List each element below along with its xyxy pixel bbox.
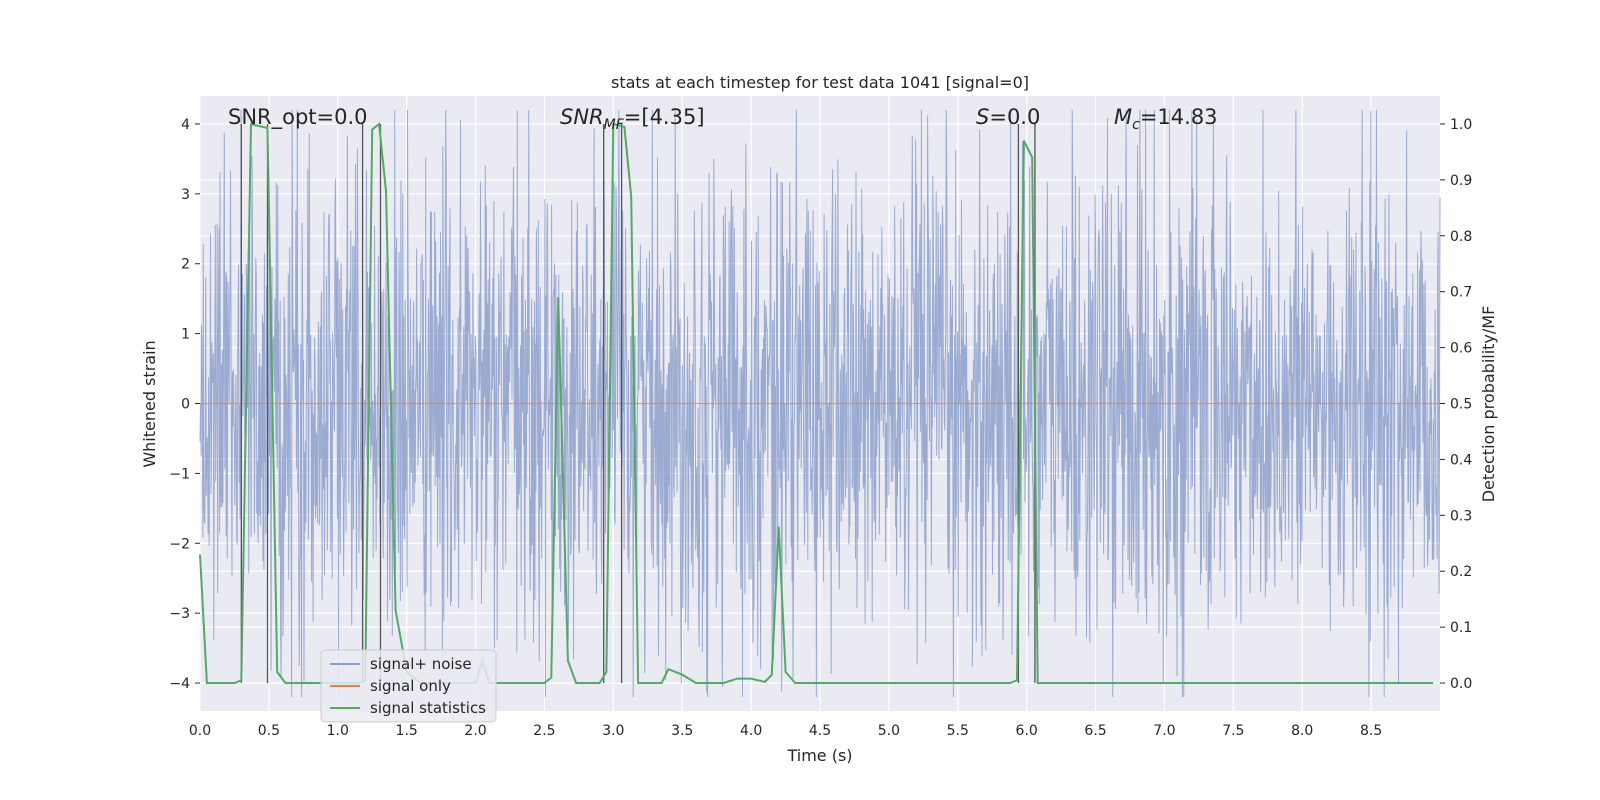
y-tick-label: 3 [181, 187, 190, 203]
x-axis-label: Time (s) [786, 746, 852, 765]
x-tick-label: 5.5 [947, 723, 969, 739]
annotation-mc-main: M [1114, 105, 1132, 129]
series-signal-noise [199, 109, 1441, 698]
y2-axis-ticks: 1.0 0.9 0.8 0.7 0.6 0.5 0.4 0.3 0.2 0.1 0.0 [1440, 117, 1472, 692]
legend-label-signal-statistics: signal statistics [370, 699, 486, 717]
y2-tick-label: 0.9 [1450, 173, 1472, 189]
x-tick-label: 1.0 [327, 723, 349, 739]
y2-tick-label: 0.5 [1450, 397, 1472, 413]
annotation-s-main: S [976, 105, 989, 129]
chart-title: stats at each timestep for test data 104… [611, 73, 1029, 92]
signal-statistics-line [199, 122, 1434, 684]
annotation-mc-value: =14.83 [1140, 105, 1218, 129]
x-tick-label: 0.5 [258, 723, 280, 739]
y-tick-label: −1 [169, 466, 190, 482]
y2-tick-label: 0.0 [1450, 676, 1472, 692]
series-signal-statistics [199, 122, 1434, 684]
y2-tick-label: 1.0 [1450, 117, 1472, 133]
annotation-snr-mf-value: =[4.35] [624, 105, 705, 129]
x-axis-ticks: 0.0 0.5 1.0 1.5 2.0 2.5 3.0 3.5 4.0 4.5 5.0 5.5 6.0 6… [189, 723, 1382, 739]
y-tick-label: 2 [181, 257, 190, 273]
y2-tick-label: 0.4 [1450, 452, 1472, 468]
x-tick-label: 2.5 [533, 723, 555, 739]
legend-label-signal-only: signal only [370, 677, 451, 695]
y2-tick-label: 0.3 [1450, 508, 1472, 524]
annotation-s: S=0.0 [976, 105, 1040, 129]
annotation-mc-sub: c [1132, 117, 1140, 133]
x-tick-label: 3.0 [602, 723, 624, 739]
x-tick-label: 2.0 [464, 723, 486, 739]
y2-tick-label: 0.6 [1450, 341, 1472, 357]
y2-tick-label: 0.1 [1450, 620, 1472, 636]
noise-trace [199, 109, 1441, 698]
y2-tick-label: 0.7 [1450, 285, 1472, 301]
legend-box [320, 649, 497, 723]
x-tick-label: 0.0 [189, 723, 211, 739]
legend: signal+ noise signal only signal statist… [320, 649, 497, 723]
annotation-s-value: =0.0 [989, 105, 1040, 129]
x-tick-label: 7.5 [1222, 723, 1244, 739]
x-tick-label: 3.5 [671, 723, 693, 739]
y-axis-ticks: 4 3 2 1 0 −1 −2 −3 −4 [169, 117, 200, 692]
y-tick-label: 0 [181, 397, 190, 413]
legend-label-signal-noise: signal+ noise [370, 655, 472, 673]
y-tick-label: −4 [169, 676, 190, 692]
x-tick-label: 6.0 [1016, 723, 1038, 739]
y-tick-label: −3 [169, 606, 190, 622]
x-tick-label: 1.5 [396, 723, 418, 739]
y2-axis-label: Detection probability/MF [1479, 306, 1498, 503]
y-tick-label: 1 [181, 327, 190, 343]
x-tick-label: 4.5 [809, 723, 831, 739]
x-tick-label: 6.5 [1084, 723, 1106, 739]
y2-tick-label: 0.2 [1450, 564, 1472, 580]
annotation-mc: Mc=14.83 [1114, 105, 1218, 133]
annotation-snr-opt: SNR_opt=0.0 [228, 105, 368, 130]
annotation-snr-mf: SNRMF=[4.35] [560, 105, 705, 133]
x-tick-label: 8.0 [1291, 723, 1313, 739]
annotation-snr-mf-sub: MF [604, 117, 625, 133]
x-tick-label: 4.0 [740, 723, 762, 739]
annotation-snr-mf-main: SNR [560, 105, 604, 129]
y-tick-label: −2 [169, 536, 190, 552]
y-tick-label: 4 [181, 117, 190, 133]
x-tick-label: 7.0 [1153, 723, 1175, 739]
y-axis-label: Whitened strain [140, 340, 159, 467]
x-tick-label: 5.0 [878, 723, 900, 739]
x-tick-label: 8.5 [1360, 723, 1382, 739]
y2-tick-label: 0.8 [1450, 229, 1472, 245]
